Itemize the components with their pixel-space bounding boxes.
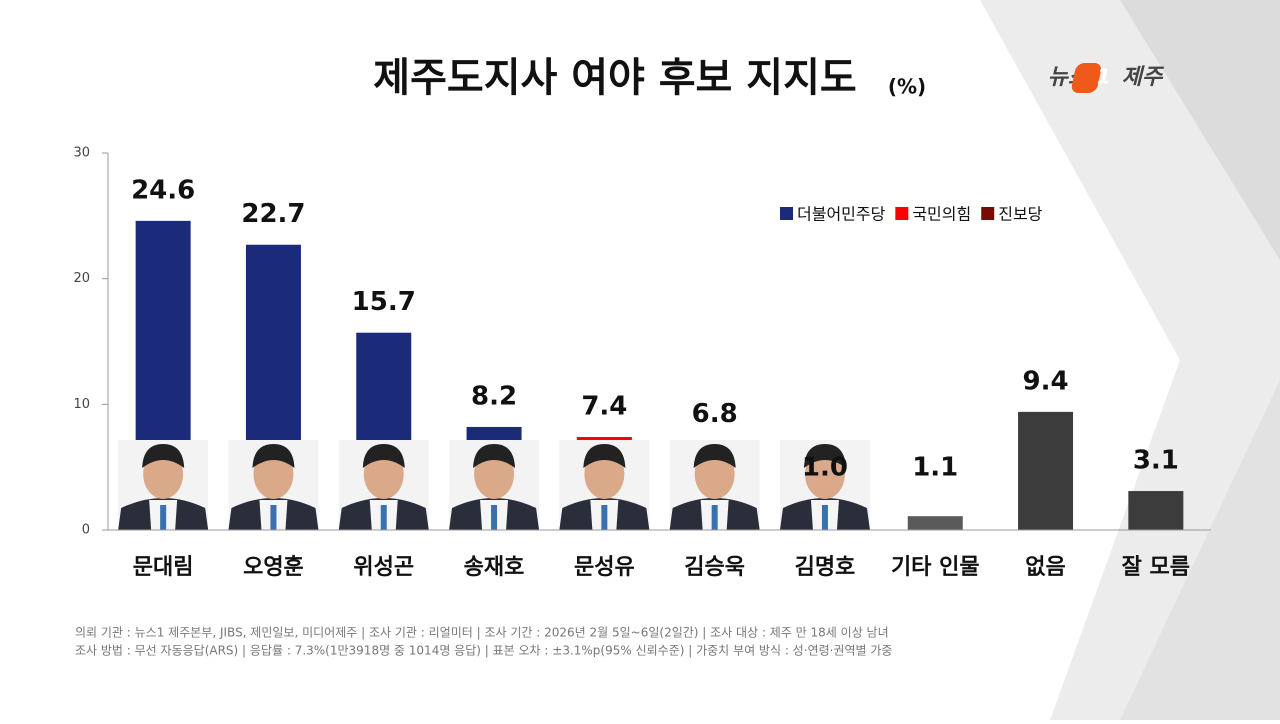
photo-tie: [491, 505, 498, 530]
legend-swatch: [780, 207, 793, 220]
photo-hair: [142, 444, 185, 468]
x-tick-label: 송재호: [464, 555, 525, 580]
photo-tie: [711, 505, 718, 530]
logo: 뉴스 1 제주: [1048, 63, 1165, 93]
photo-hair: [362, 444, 405, 468]
logo-badge: [1071, 63, 1102, 93]
footnote: 조사 방법 : 무선 자동응답(ARS) | 응답률 : 7.3%(1만3918…: [75, 644, 892, 658]
y-tick-label: 20: [73, 271, 90, 286]
value-label: 8.2: [471, 381, 517, 411]
candidate-photo: [338, 440, 429, 530]
photo-tie: [821, 505, 828, 530]
y-tick-label: 0: [82, 523, 90, 538]
value-label: 6.8: [692, 399, 738, 429]
value-label: 1.0: [802, 453, 848, 483]
value-label: 22.7: [241, 199, 305, 229]
candidate-photo: [449, 440, 540, 530]
bg-shape: [1120, 380, 1280, 720]
value-label: 9.4: [1023, 366, 1069, 396]
value-label: 15.7: [352, 287, 416, 317]
x-tick-label: 문대림: [133, 555, 194, 580]
x-tick-label: 오영훈: [243, 555, 304, 580]
logo-text: 제주: [1122, 65, 1165, 90]
photo-tie: [270, 505, 277, 530]
photo-hair: [583, 444, 626, 468]
bar: [907, 516, 963, 530]
x-tick-label: 문성유: [574, 555, 635, 580]
candidate-photo: [559, 440, 650, 530]
candidate-photo: [669, 440, 760, 530]
bar: [1018, 411, 1074, 530]
footnote: 의뢰 기관 : 뉴스1 제주본부, JIBS, 제민일보, 미디어제주 | 조사…: [75, 626, 889, 640]
logo-text: 1: [1097, 65, 1111, 89]
legend-label: 더불어민주당: [797, 205, 886, 224]
x-tick-label: 잘 모름: [1122, 555, 1190, 580]
candidate-photo: [228, 440, 319, 530]
photo-tie: [160, 505, 167, 530]
value-label: 7.4: [581, 392, 627, 422]
chart-title: 제주도지사 여야 후보 지지도: [373, 55, 856, 101]
legend-swatch: [895, 207, 909, 220]
photo-tie: [601, 505, 608, 530]
value-label: 24.6: [131, 175, 195, 205]
photo-tie: [380, 505, 387, 530]
y-tick-label: 30: [73, 146, 90, 161]
bar: [1128, 491, 1184, 530]
photo-hair: [803, 444, 846, 468]
legend-swatch: [981, 207, 995, 220]
value-label: 3.1: [1133, 446, 1179, 476]
candidate-photo: [779, 440, 870, 530]
x-tick-label: 김승욱: [684, 555, 745, 580]
x-tick-label: 위성곤: [353, 555, 414, 580]
x-tick-label: 기타 인물: [891, 555, 980, 580]
photo-hair: [473, 444, 516, 468]
photo-hair: [693, 444, 736, 468]
candidate-photo: [118, 440, 209, 530]
y-tick-label: 10: [73, 397, 90, 412]
x-tick-label: 없음: [1025, 555, 1065, 580]
legend-label: 국민의힘: [912, 205, 971, 224]
photo-hair: [252, 444, 295, 468]
value-label: 1.1: [912, 453, 958, 483]
bg-shape: [1120, 0, 1280, 260]
unit-label: (%): [888, 75, 926, 99]
x-tick-label: 김명호: [795, 555, 856, 580]
legend-label: 진보당: [998, 205, 1042, 224]
